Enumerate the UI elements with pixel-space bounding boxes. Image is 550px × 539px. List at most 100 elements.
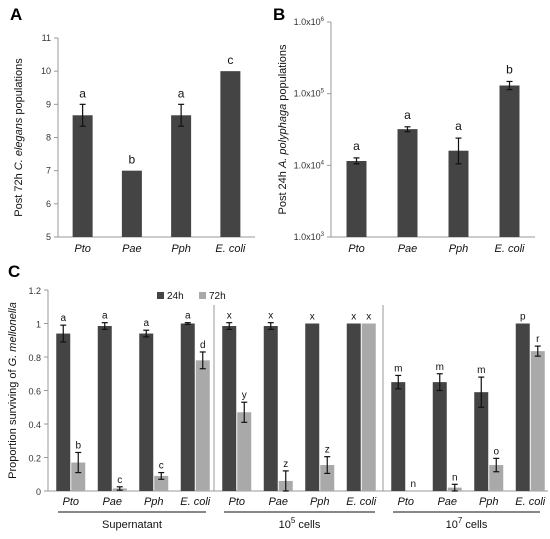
error-bar-c bbox=[451, 483, 458, 492]
bar-24h bbox=[263, 326, 278, 491]
error-bar-b bbox=[506, 80, 513, 91]
legend-c: 24h 72h bbox=[157, 291, 226, 302]
significance-letter-b: a bbox=[353, 139, 360, 153]
y-tick-label-c: 1.2 bbox=[28, 286, 41, 296]
category-label-a: Pto bbox=[74, 243, 91, 255]
tick-exponent: 6 bbox=[321, 17, 325, 23]
error-bar-b bbox=[404, 126, 411, 133]
error-bar-c bbox=[101, 322, 108, 330]
category-label-c: Pph bbox=[479, 496, 499, 508]
category-label-c: E. coli bbox=[515, 496, 546, 508]
y-tick-label-b: 1.0x104 bbox=[294, 160, 325, 170]
significance-letter-c: n bbox=[452, 472, 458, 483]
category-label-c: Pph bbox=[310, 496, 330, 508]
bar-24h bbox=[305, 323, 320, 491]
y-tick-label-c: 0.8 bbox=[28, 353, 41, 363]
significance-letter-a: a bbox=[79, 86, 86, 100]
error-bar-c bbox=[226, 322, 233, 330]
axis-title-part: C. elegans bbox=[13, 117, 25, 170]
tick-base: 1.0x10 bbox=[294, 17, 321, 27]
axis-title-part: G. mellonella bbox=[7, 302, 19, 366]
group-label: 105 cells bbox=[279, 516, 321, 531]
error-bar-c bbox=[199, 351, 206, 370]
tick-base: 1.0x10 bbox=[294, 232, 321, 242]
bar-b bbox=[397, 129, 418, 237]
category-label-a: Pae bbox=[122, 243, 142, 255]
category-label-c: E. coli bbox=[180, 496, 211, 508]
category-label-c: Pae bbox=[437, 496, 457, 508]
category-label-c: Pph bbox=[144, 496, 164, 508]
significance-letter-c: x bbox=[268, 311, 273, 322]
error-bar-c bbox=[184, 322, 191, 325]
category-label-c: Pae bbox=[268, 496, 288, 508]
category-label-b: E. coli bbox=[495, 243, 526, 255]
bar-72h bbox=[489, 465, 504, 491]
group-label-exponent: 5 bbox=[291, 516, 296, 525]
significance-letter-b: b bbox=[506, 62, 513, 76]
significance-letter-c: b bbox=[75, 440, 81, 451]
significance-letter-c: a bbox=[60, 313, 66, 324]
error-bar-b bbox=[455, 137, 462, 165]
bar-24h bbox=[180, 323, 195, 491]
significance-letter-c: a bbox=[185, 311, 191, 322]
significance-letter-c: a bbox=[102, 311, 108, 322]
axis-title-part: Proportion surviving of bbox=[7, 366, 19, 479]
significance-letter-c: r bbox=[536, 334, 540, 345]
group-label-main: 10 bbox=[279, 519, 291, 531]
bar-24h bbox=[432, 382, 447, 491]
y-tick-label-c: 1 bbox=[36, 320, 41, 330]
axis-title-part: Post 72h bbox=[13, 170, 25, 216]
y-tick-label-b: 1.0x106 bbox=[294, 17, 325, 27]
significance-letter-c: n bbox=[410, 479, 416, 490]
axis-title-part: populations bbox=[13, 58, 25, 118]
bar-72h bbox=[320, 465, 335, 491]
y-tick-label-a: 8 bbox=[46, 133, 51, 143]
y-tick-label-c: 0.6 bbox=[28, 387, 41, 397]
significance-letter-c: z bbox=[325, 445, 330, 456]
significance-letter-b: a bbox=[455, 119, 462, 133]
error-bar-c bbox=[158, 471, 165, 480]
significance-letter-c: a bbox=[143, 318, 149, 329]
group-label-exponent: 7 bbox=[458, 516, 463, 525]
significance-letter-c: d bbox=[200, 340, 206, 351]
error-bar-c bbox=[534, 345, 541, 357]
bar-24h bbox=[474, 392, 489, 491]
bar-b bbox=[448, 150, 469, 237]
category-label-c: Pto bbox=[62, 496, 79, 508]
y-tick-label-a: 5 bbox=[46, 232, 51, 242]
bar-72h bbox=[361, 323, 376, 491]
error-bar-c bbox=[478, 376, 485, 408]
legend-label: 24h bbox=[167, 291, 184, 302]
category-label-c: E. coli bbox=[346, 496, 377, 508]
legend-label: 72h bbox=[209, 291, 226, 302]
bar-72h bbox=[71, 462, 86, 491]
category-label-b: Pae bbox=[398, 243, 418, 255]
significance-letter-c: x bbox=[227, 311, 232, 322]
significance-letter-b: a bbox=[404, 108, 411, 122]
bar-72h bbox=[154, 475, 169, 491]
bar-24h bbox=[391, 382, 406, 491]
tick-exponent: 4 bbox=[321, 160, 325, 166]
error-bar-c bbox=[493, 457, 500, 473]
bar-a bbox=[72, 115, 93, 237]
bar-72h bbox=[195, 360, 210, 491]
bar-24h bbox=[139, 333, 154, 491]
y-axis-title-b: Post 24h A. polyphaga populations bbox=[277, 44, 289, 215]
error-bar-c bbox=[324, 456, 331, 475]
error-bar-c bbox=[60, 324, 67, 343]
error-bar-c bbox=[116, 486, 123, 491]
significance-letter-c: m bbox=[394, 363, 402, 374]
significance-letter-c: m bbox=[477, 365, 485, 376]
group-label-suffix: cells bbox=[295, 519, 321, 531]
tick-base: 1.0x10 bbox=[294, 89, 321, 99]
y-tick-label-a: 9 bbox=[46, 99, 51, 109]
bar-24h bbox=[515, 323, 530, 491]
bar-72h bbox=[237, 412, 252, 491]
error-bar-c bbox=[282, 470, 289, 492]
tick-base: 1.0x10 bbox=[294, 160, 321, 170]
group-label-main: 10 bbox=[446, 519, 458, 531]
bar-a bbox=[121, 170, 142, 237]
significance-letter-c: c bbox=[159, 461, 164, 472]
category-label-b: Pto bbox=[348, 243, 365, 255]
